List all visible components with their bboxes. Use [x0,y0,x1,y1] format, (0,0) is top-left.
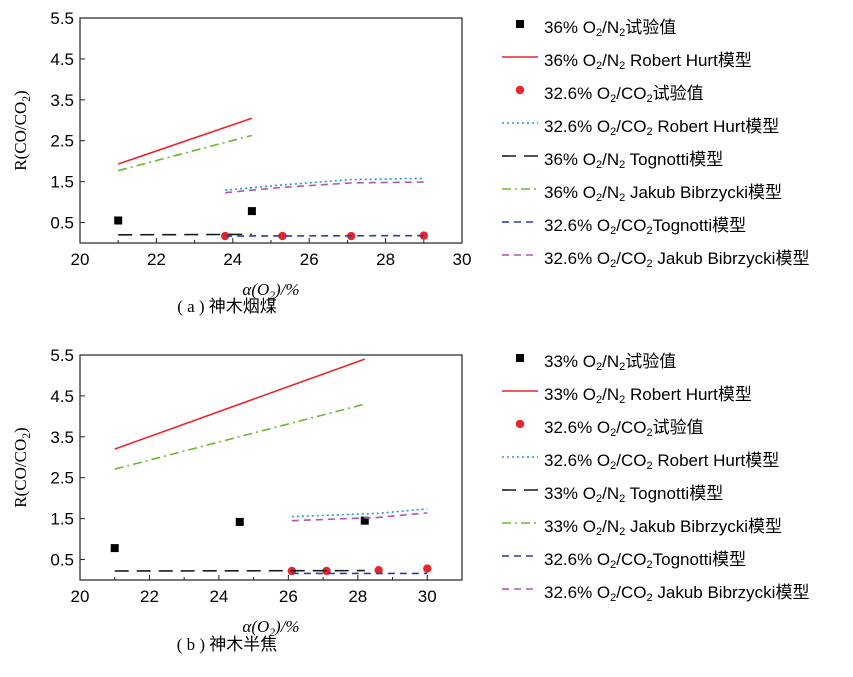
series-1 [114,358,366,450]
legend-label: 33% O2/N2试验值 [544,352,677,373]
plot-frame [79,354,463,581]
series-line [225,181,424,194]
legend-symbol [502,390,538,392]
data-point [374,565,383,575]
data-point [110,544,119,553]
legend-symbol [502,56,538,58]
chart-panel-b: 20 22 24 26 28 30 0.5 1.5 2.5 3.5 4.5 5.5 α(O2​)/% R(… [11,346,463,654]
y-tick-label: 2.5 [50,132,74,151]
plot-frame [79,17,463,244]
series-5 [117,134,253,172]
y-tick-label: 1.5 [50,173,74,192]
legend-label: 32.6% O2/CO2 Robert Hurt模型 [544,451,780,472]
x-tick-label: 22 [147,250,166,269]
data-point [423,564,432,573]
series-line [291,508,428,518]
legend-symbol [502,456,538,458]
y-axis-label: R(CO/CO2​) [11,427,33,507]
series-2 [287,564,432,576]
legend-symbol [502,489,538,491]
legend-label: 36% O2/N2 Robert Hurt模型 [544,51,752,72]
x-tick-label: 26 [300,250,319,269]
legend-label: 32.6% O2/CO2 Jakub Bibrzycki模型 [544,583,810,604]
panel-caption: ( a ) 神木烟煤 [177,297,277,316]
y-tick-label: 2.5 [50,469,74,488]
panel-caption: ( b ) 神木半焦 [177,635,278,654]
y-tick-label: 3.5 [50,428,74,447]
legend-label: 33% O2/N2 Jakub Bibrzycki模型 [544,517,783,538]
series-0 [114,207,256,225]
legend-symbol [502,254,538,256]
legend-symbol [502,122,538,124]
y-tick-label: 4.5 [50,50,74,69]
data-point [278,231,287,241]
chart-panel-a: 20 22 24 26 28 30 0.5 1.5 2.5 3.5 4.5 5.5 α(O2​)/% R(… [11,9,471,316]
series-0 [110,516,369,553]
legend-label: 32.6% O2/CO2Tognotti模型 [544,216,747,237]
x-tick-label: 28 [348,587,367,606]
x-tick-label: 24 [223,250,242,269]
legend-symbol [515,419,525,429]
series-line [114,358,366,450]
x-tick-label: 30 [453,250,472,269]
legend-label: 32.6% O2/CO2 Robert Hurt模型 [544,117,780,138]
data-point [247,207,256,216]
legend-label: 32.6% O2/CO2试验值 [544,84,704,105]
data-point [235,517,244,526]
x-tick-label: 22 [140,587,159,606]
x-tick-label: 26 [279,587,298,606]
series-7 [225,181,424,194]
legend-symbol [502,588,538,590]
legend-label: 36% O2/N2试验值 [544,18,677,39]
series-1 [117,117,253,165]
legend-label: 33% O2/N2 Robert Hurt模型 [544,385,752,406]
legend-label: 36% O2/N2 Tognotti模型 [544,150,724,171]
y-tick-label: 5.5 [50,9,74,28]
x-tick-label: 20 [71,587,90,606]
y-tick-label: 1.5 [50,510,74,529]
x-axis-label: α(O2​)/% [242,617,299,639]
y-tick-label: 5.5 [50,346,74,365]
legend-symbol [502,155,538,157]
series-line [114,403,365,470]
y-axis-label: R(CO/CO2​) [11,90,33,170]
legend-symbol [515,85,525,95]
y-tick-label: 4.5 [50,387,74,406]
legend-symbol [502,522,538,524]
data-point [360,516,369,525]
legend-symbol [502,555,538,557]
y-tick-label: 3.5 [50,91,74,110]
x-tick-label: 30 [418,587,437,606]
legend-symbol [502,221,538,223]
x-tick-label: 20 [71,250,90,269]
x-tick-label: 24 [209,587,228,606]
data-point [114,216,123,225]
legend-label: 36% O2/N2 Jakub Bibrzycki模型 [544,183,783,204]
legend-symbol [516,354,524,362]
y-tick-label: 0.5 [50,551,74,570]
y-tick-label: 0.5 [50,214,74,233]
series-line [117,117,253,165]
legend-symbol [516,20,524,28]
x-tick-label: 28 [376,250,395,269]
legend-label: 33% O2/N2 Tognotti模型 [544,484,724,505]
legend-label: 32.6% O2/CO2 Jakub Bibrzycki模型 [544,249,810,270]
x-axis-label: α(O2​)/% [242,280,299,302]
series-7 [291,512,428,522]
legend-label: 32.6% O2/CO2试验值 [544,418,704,439]
legend-symbol [502,188,538,190]
series-line [117,134,253,172]
series-3 [291,508,428,518]
series-line [291,512,428,522]
series-5 [114,403,365,470]
legend-label: 32.6% O2/CO2Tognotti模型 [544,550,747,571]
